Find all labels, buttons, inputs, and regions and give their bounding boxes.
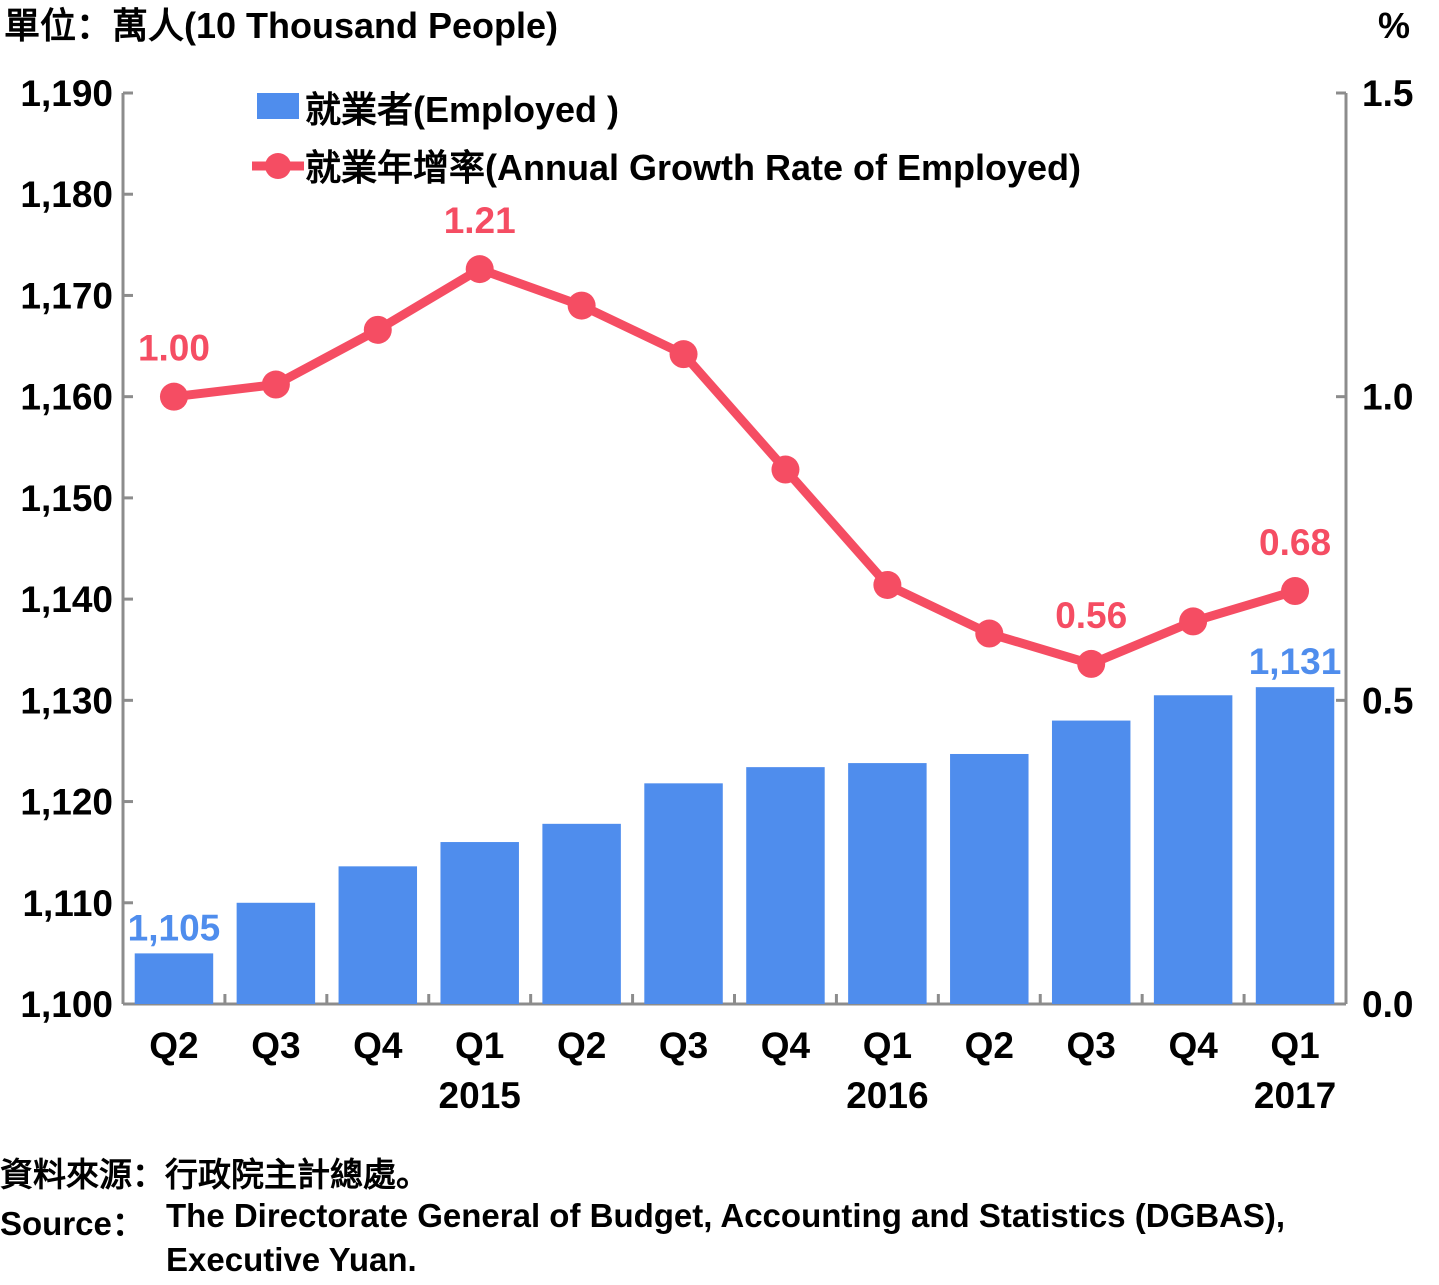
right-unit-label: % — [1378, 5, 1410, 46]
bar — [236, 902, 316, 1004]
year-label: 2017 — [1254, 1075, 1336, 1116]
line-data-label: 0.56 — [1055, 595, 1127, 636]
left-axis-tick-label: 1,120 — [20, 782, 113, 823]
year-label: 2016 — [846, 1075, 928, 1116]
line-point — [159, 382, 188, 411]
growth-line — [173, 264, 1297, 669]
data-labels: 1,105 1,131 1.00 1.21 0.56 0.68 — [128, 200, 1342, 948]
x-tick-label: Q3 — [659, 1025, 708, 1066]
line-point — [465, 255, 494, 284]
x-tick-label: Q2 — [149, 1025, 198, 1066]
bar — [1255, 687, 1335, 1004]
left-axis-tick-label: 1,160 — [20, 377, 113, 418]
x-tick-label: Q4 — [1168, 1025, 1218, 1066]
bar — [746, 767, 825, 1004]
legend-bar-label: 就業者(Employed ) — [305, 89, 619, 130]
bar-data-label: 1,131 — [1249, 641, 1342, 682]
bar — [338, 866, 418, 1004]
year-label: 2015 — [439, 1075, 521, 1116]
left-axis-tick-label: 1,150 — [20, 478, 113, 519]
left-axis-tick-label: 1,110 — [22, 883, 113, 924]
bar — [950, 753, 1029, 1004]
right-axis-tick-label: 0.0 — [1362, 984, 1413, 1025]
line-point — [1281, 577, 1310, 606]
legend: 就業者(Employed ) 就業年增率(Annual Growth Rate … — [252, 89, 1081, 188]
axes: 1,100 1,110 1,120 1,130 1,140 1,150 1,160 1,170… — [20, 73, 1413, 1116]
combo-chart: 單位：萬人(10 Thousand People) % 1,1001,1101,… — [4, 5, 1413, 1116]
line-point — [873, 570, 902, 599]
left-axis-tick-label: 1,130 — [20, 680, 113, 721]
line-series — [159, 255, 1310, 678]
line-point — [261, 370, 290, 399]
source-zh: 資料來源：行政院主計總處。 — [0, 1156, 429, 1193]
line-data-label: 0.68 — [1259, 522, 1331, 563]
line-point — [771, 455, 800, 484]
source-en-line2: Executive Yuan. — [166, 1241, 417, 1278]
x-tick-label: Q1 — [1270, 1025, 1319, 1066]
line-point — [669, 340, 698, 369]
line-point — [1179, 607, 1208, 636]
left-axis-tick-label: 1,170 — [20, 275, 113, 316]
x-tick-label: Q2 — [557, 1025, 606, 1066]
x-tick-label: Q4 — [761, 1025, 811, 1066]
right-axis-tick-label: 1.5 — [1362, 73, 1413, 114]
source-en-prefix: Source： — [0, 1205, 145, 1242]
bar — [134, 953, 214, 1004]
bar — [1051, 720, 1131, 1004]
x-tick-label: Q3 — [1067, 1025, 1116, 1066]
left-axis-tick-label: 1,100 — [20, 984, 113, 1025]
right-axis-tick-label: 1.0 — [1362, 377, 1413, 418]
line-point — [567, 291, 596, 320]
bar-series — [134, 687, 1335, 1004]
left-axis-tick-label: 1,140 — [20, 579, 113, 620]
x-tick-label: Q1 — [455, 1025, 504, 1066]
x-tick-label: Q1 — [863, 1025, 912, 1066]
line-data-label: 1.21 — [444, 200, 516, 241]
x-tick-label: Q3 — [251, 1025, 300, 1066]
legend-line-marker — [265, 153, 291, 179]
bar — [542, 823, 621, 1004]
x-tick-label: Q4 — [353, 1025, 403, 1066]
legend-bar-swatch — [257, 93, 299, 119]
line-point — [1077, 649, 1106, 678]
x-tick-label: Q2 — [965, 1025, 1014, 1066]
line-point — [975, 619, 1004, 648]
right-axis-tick-label: 0.5 — [1362, 680, 1413, 721]
left-unit-label: 單位：萬人(10 Thousand People) — [4, 5, 558, 46]
bar — [644, 783, 723, 1004]
bar — [848, 763, 927, 1004]
left-axis-tick-label: 1,190 — [20, 73, 113, 114]
bar-data-label: 1,105 — [128, 907, 221, 948]
source-en-line1: The Directorate General of Budget, Accou… — [166, 1197, 1286, 1234]
line-data-label: 1.00 — [138, 328, 210, 369]
line-point — [363, 315, 392, 344]
legend-line-label: 就業年增率(Annual Growth Rate of Employed) — [305, 147, 1081, 188]
bar — [1153, 695, 1233, 1004]
bar — [440, 842, 519, 1004]
left-axis-tick-label: 1,180 — [20, 174, 113, 215]
